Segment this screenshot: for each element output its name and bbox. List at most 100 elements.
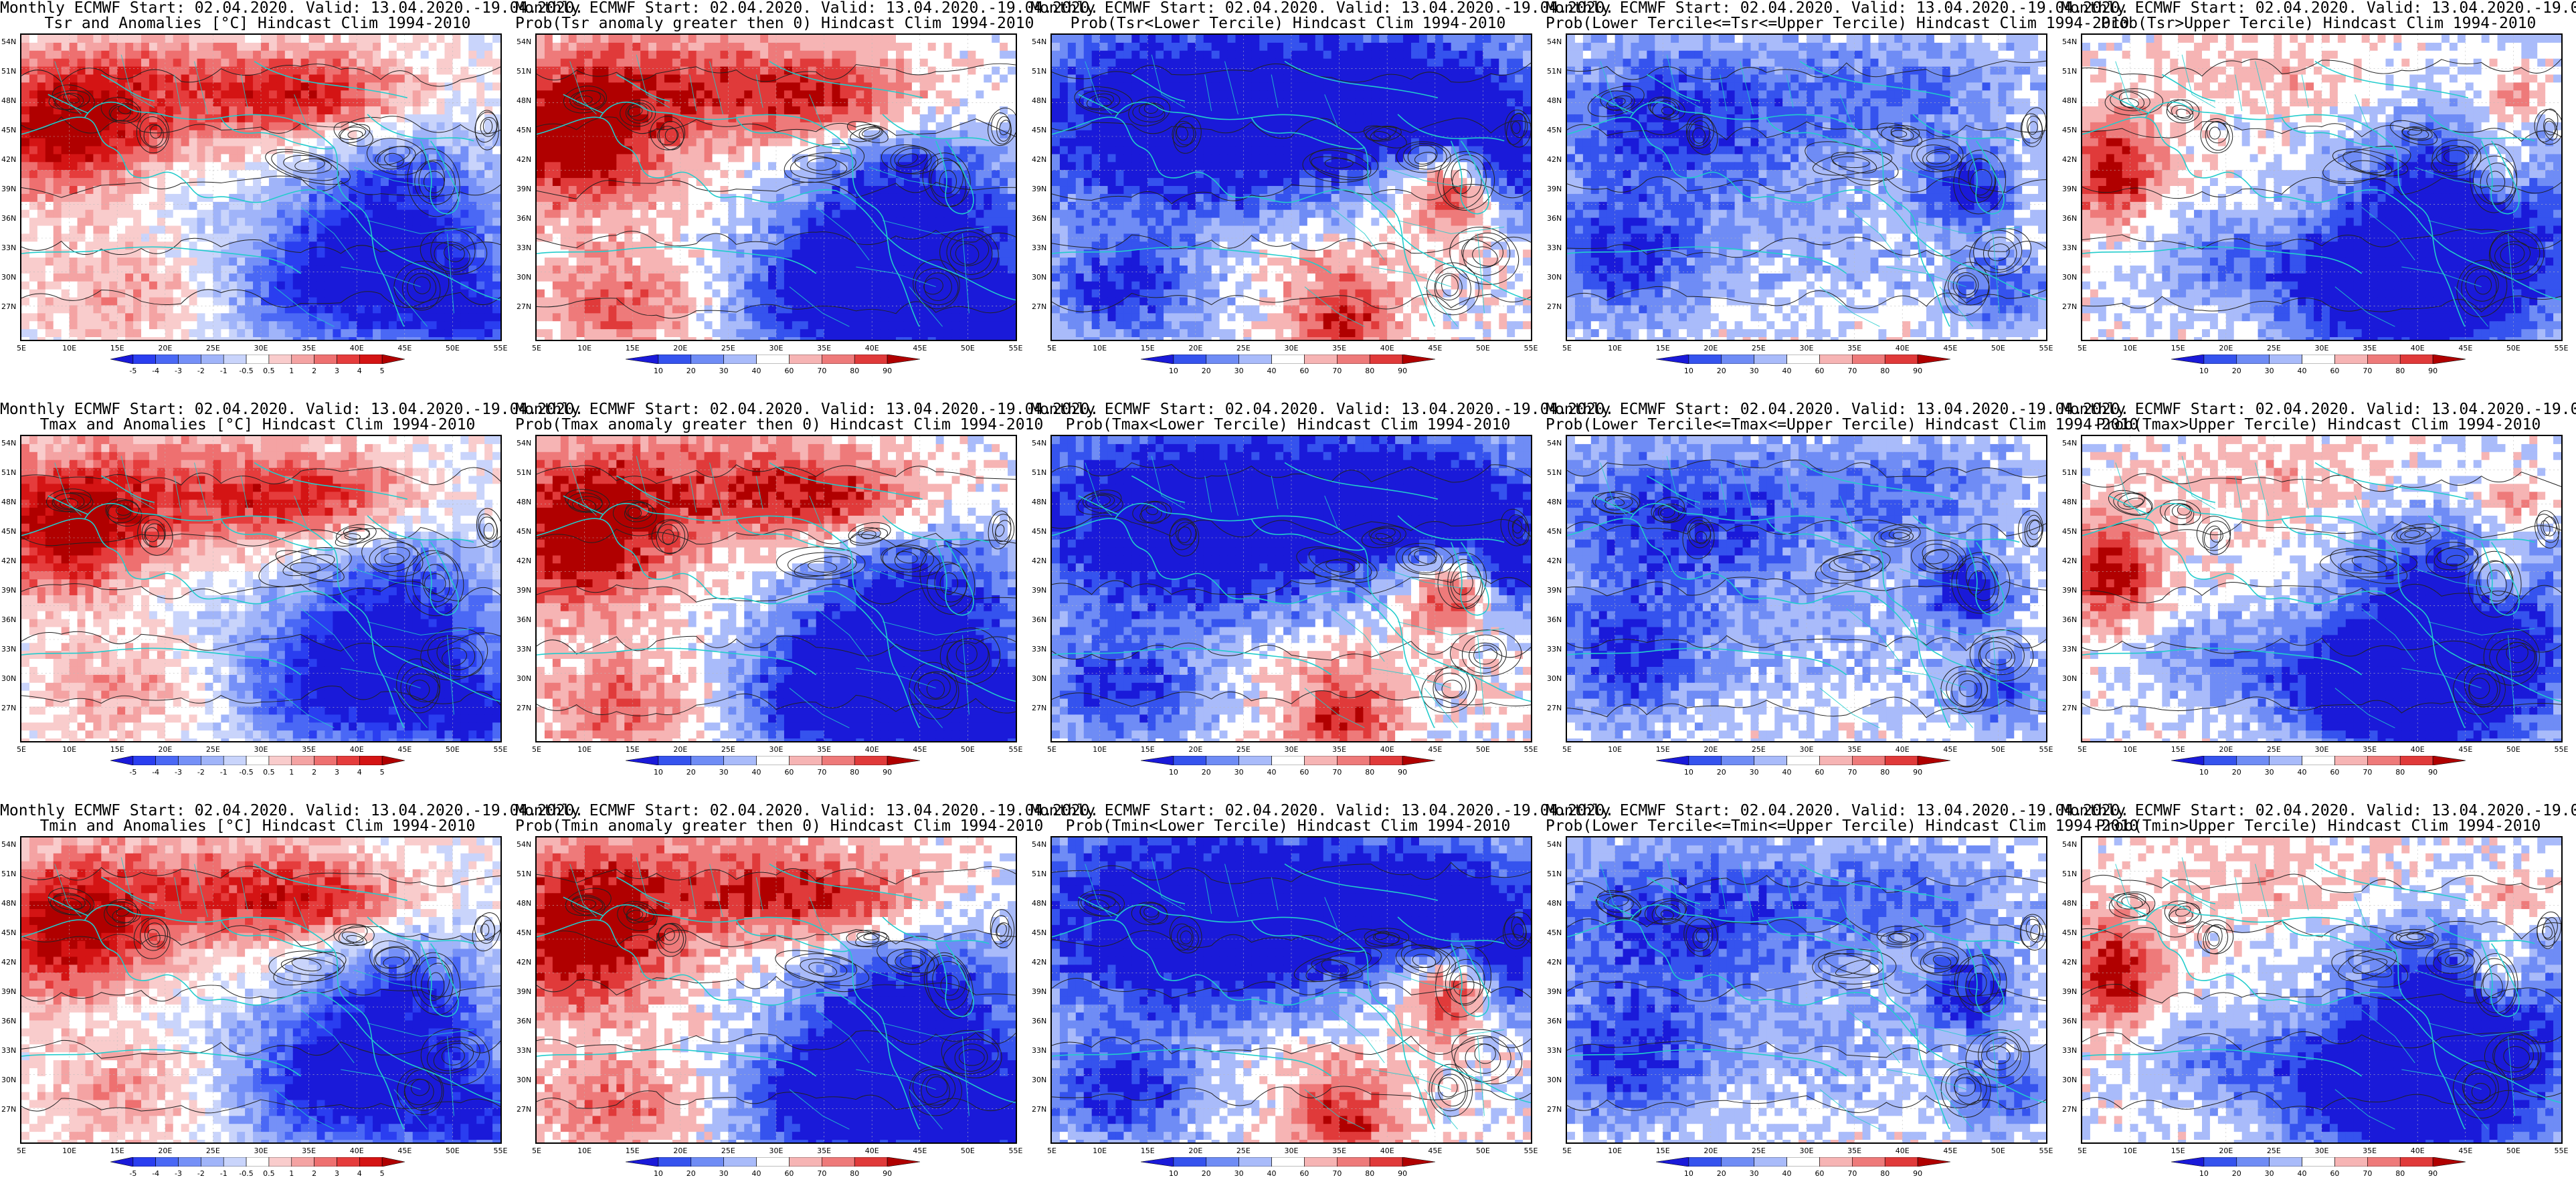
map-svg [1052, 436, 1531, 741]
lon-label: 45E [397, 745, 411, 754]
lat-label: 36N [2062, 214, 2077, 223]
colorbar-swatch [1819, 756, 1853, 765]
lon-label: 35E [1847, 1146, 1861, 1155]
shading-field [1567, 436, 2046, 741]
country-borders [1085, 456, 1505, 728]
lat-label: 33N [1, 645, 16, 654]
colorbar-swatch [2302, 756, 2335, 765]
lat-label: 33N [1032, 645, 1046, 654]
lon-label: 20E [158, 1146, 172, 1155]
colorbar-label: 40 [752, 1169, 761, 1178]
shading-field [1052, 35, 1531, 340]
colorbar-label: -5 [129, 367, 136, 375]
panel-tmax-anom: Monthly ECMWF Start: 02.04.2020. Valid: … [0, 401, 583, 803]
colorbar-swatch [1141, 1157, 1174, 1167]
lat-label: 30N [1032, 273, 1046, 282]
lon-label: 40E [2411, 1146, 2425, 1155]
map-area [1566, 836, 2047, 1144]
lon-label: 15E [1656, 745, 1670, 754]
lat-label: 36N [1547, 214, 1562, 223]
contour-lines [537, 464, 1016, 720]
colorbar-label: 20 [1717, 367, 1726, 375]
panel-title-line1: Monthly ECMWF Start: 02.04.2020. Valid: … [2061, 401, 2576, 417]
map-svg [21, 837, 500, 1142]
colorbar-swatch [2171, 355, 2205, 364]
lat-label: 36N [1032, 1017, 1046, 1025]
lat-label: 30N [1032, 674, 1046, 683]
lon-label: 45E [913, 344, 927, 353]
lat-label: 30N [517, 674, 531, 683]
colorbar-swatch [155, 1157, 179, 1167]
lat-label: 42N [1032, 155, 1046, 164]
colorbar-swatch [1721, 1157, 1754, 1167]
lon-label: 40E [1380, 344, 1394, 353]
lat-label: 30N [2062, 674, 2077, 683]
colorbar-swatch [2203, 1157, 2237, 1167]
colorbar-swatch [1369, 756, 1403, 765]
lat-label: 45N [2062, 126, 2077, 134]
colorbar-swatch [1206, 355, 1239, 364]
panel-tmax-prob: Monthly ECMWF Start: 02.04.2020. Valid: … [515, 401, 1099, 803]
colorbar-swatch [1271, 1157, 1305, 1167]
lon-label: 10E [577, 344, 591, 353]
colorbar-label: 60 [1815, 1169, 1824, 1178]
map-area [20, 435, 502, 742]
country-borders [2115, 857, 2535, 1130]
lat-label: 33N [2062, 645, 2077, 654]
colorbar-swatch [1656, 756, 1689, 765]
colorbar-label: 70 [1847, 367, 1857, 375]
lon-label: 35E [817, 1146, 831, 1155]
colorbar-label: 30 [719, 768, 729, 777]
lon-label: 10E [577, 745, 591, 754]
lon-label: 55E [1524, 1146, 1538, 1155]
lon-label: 55E [2555, 745, 2569, 754]
colorbar-swatch [2334, 355, 2368, 364]
lat-label: 39N [1032, 185, 1046, 193]
lon-label: 10E [1608, 745, 1622, 754]
colorbar-swatch [1917, 756, 1950, 765]
colorbar-label: 10 [654, 768, 663, 777]
colorbar-label: 40 [752, 768, 761, 777]
panel-tmin-middle: Monthly ECMWF Start: 02.04.2020. Valid: … [1546, 803, 2138, 1204]
colorbar-label: 90 [1398, 768, 1407, 777]
colorbar-label: 80 [1880, 367, 1890, 375]
map-svg [1567, 35, 2046, 340]
colorbar-swatch [314, 1157, 337, 1167]
panel-tsr-anom: Monthly ECMWF Start: 02.04.2020. Valid: … [0, 0, 583, 401]
colorbar-swatch [1337, 355, 1370, 364]
lon-label: 50E [446, 344, 460, 353]
colorbar-label: 40 [1267, 768, 1277, 777]
lon-label: 10E [1093, 1146, 1107, 1155]
lon-label: 5E [1047, 344, 1056, 353]
colorbar-swatch [359, 355, 383, 364]
lat-label: 42N [2062, 557, 2077, 565]
colorbar-label: 30 [1750, 367, 1759, 375]
country-borders [1600, 456, 2020, 728]
colorbar-label: 5 [380, 768, 385, 777]
colorbar-svg [1656, 1157, 1950, 1167]
lat-label: 39N [2062, 987, 2077, 996]
lat-label: 33N [1, 1046, 16, 1055]
lat-label: 45N [517, 928, 531, 937]
colorbar-swatch [291, 355, 314, 364]
colorbar-swatch [268, 355, 292, 364]
lon-label: 25E [1236, 344, 1251, 353]
panel-title-line2: Prob(Tmax<Lower Tercile) Hindcast Clim 1… [1030, 417, 1546, 433]
panel-title-line1: Monthly ECMWF Start: 02.04.2020. Valid: … [515, 401, 1099, 417]
lon-label: 20E [158, 344, 172, 353]
panel-title-line1: Monthly ECMWF Start: 02.04.2020. Valid: … [2061, 0, 2576, 16]
lon-label: 25E [1752, 344, 1766, 353]
colorbar-label: 30 [1234, 1169, 1244, 1178]
colorbar-swatch [691, 1157, 724, 1167]
lon-label: 30E [1285, 745, 1299, 754]
coastlines [1052, 60, 1531, 327]
colorbar-swatch [2367, 355, 2401, 364]
lat-label: 27N [1, 704, 16, 712]
map-svg [2082, 837, 2561, 1142]
panel-title-line2: Tmax and Anomalies [°C] Hindcast Clim 19… [0, 417, 515, 433]
colorbar-swatch [132, 1157, 156, 1167]
lon-label: 5E [532, 745, 541, 754]
colorbar-label: -3 [175, 768, 182, 777]
colorbar-swatch [201, 756, 224, 765]
lon-label: 20E [673, 1146, 687, 1155]
